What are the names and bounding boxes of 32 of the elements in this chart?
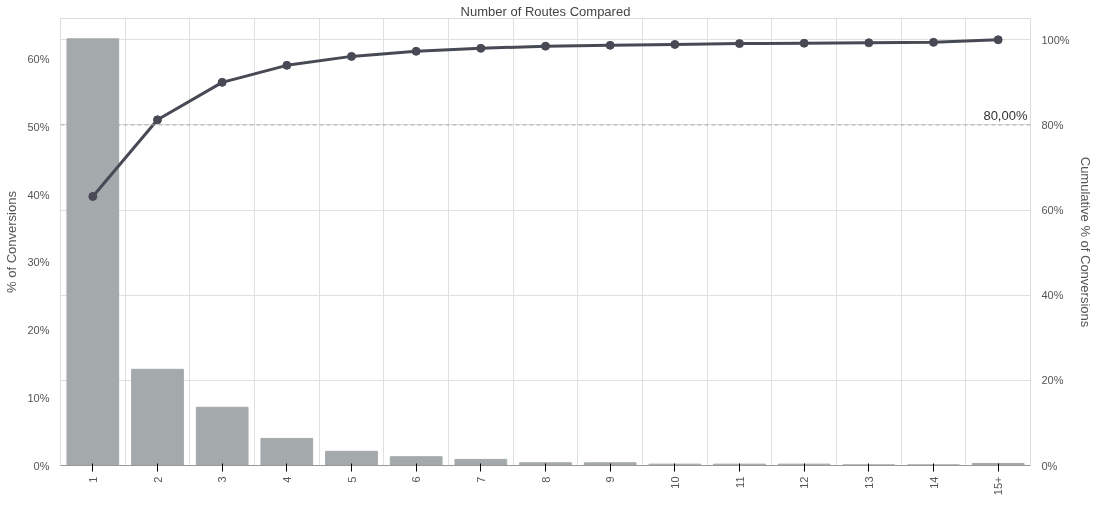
y2-tick-label: 20% — [1041, 374, 1064, 387]
x-tick-label: 1 — [86, 476, 99, 483]
x-tick-label: 4 — [280, 476, 293, 483]
x-tick-label: 8 — [539, 476, 552, 483]
x-tick-label: 14 — [927, 476, 940, 489]
ref-line-label: 80,00% — [983, 107, 1028, 123]
y-axis-title: % of Conversions — [4, 190, 20, 293]
x-tick-label: 3 — [216, 476, 229, 483]
y2-tick-label: 40% — [1041, 289, 1064, 302]
x-tick-label: 9 — [604, 476, 617, 483]
x-tick-label: 2 — [151, 476, 164, 483]
y-tick-label: 0% — [33, 459, 50, 472]
y-tick-label: 10% — [27, 391, 50, 404]
y-tick-label: 30% — [27, 256, 50, 269]
x-tick-label: 7 — [474, 476, 487, 483]
y-tick-label: 50% — [27, 120, 50, 133]
x-tick-label: 13 — [862, 476, 875, 489]
y2-axis-title: Cumulative % of Conversions — [1077, 156, 1093, 328]
x-tick-label: 12 — [798, 476, 811, 489]
y2-tick-label: 0% — [1041, 459, 1058, 472]
x-tick-label: 5 — [345, 476, 358, 483]
y-tick-label: 20% — [27, 324, 50, 337]
x-tick-label: 15+ — [992, 476, 1005, 496]
y-tick-label: 60% — [27, 53, 50, 66]
x-axis-title: Number of Routes Compared — [460, 3, 631, 19]
y2-tick-label: 80% — [1041, 118, 1064, 131]
x-tick-label: 6 — [410, 476, 423, 483]
y2-tick-label: 100% — [1041, 33, 1070, 46]
x-tick-label: 11 — [733, 476, 746, 488]
x-tick-label: 10 — [668, 476, 681, 489]
y-tick-label: 40% — [27, 188, 50, 201]
y2-tick-label: 60% — [1041, 204, 1064, 217]
